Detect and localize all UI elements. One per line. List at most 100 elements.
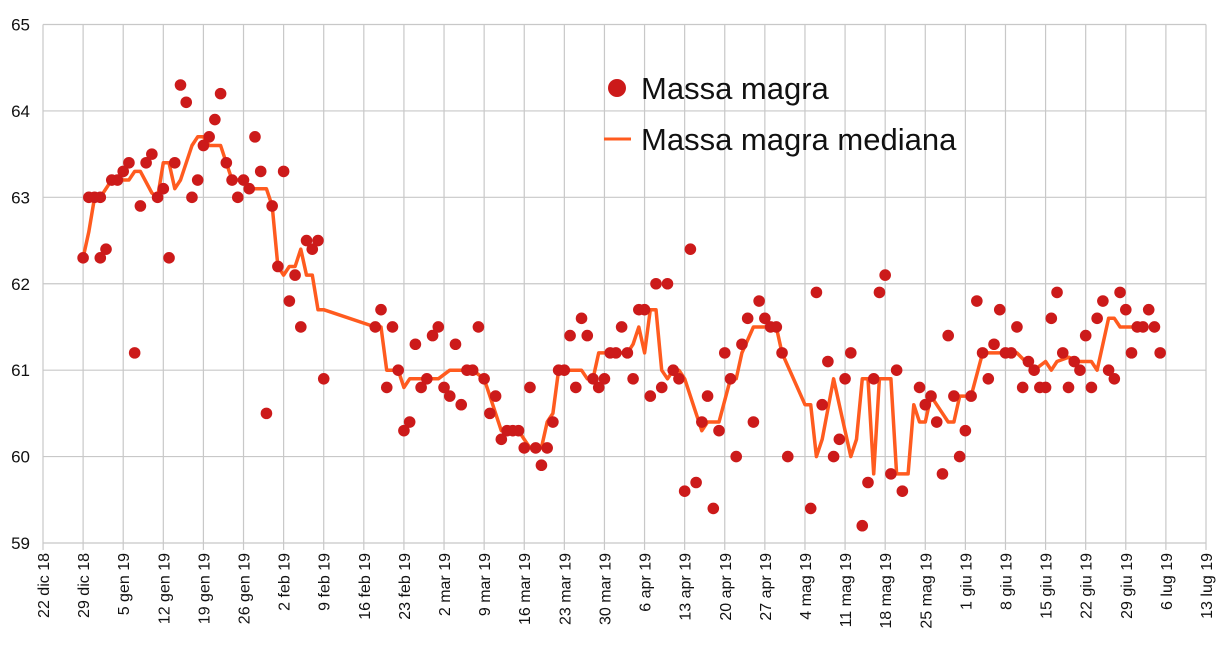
x-tick-label: 23 mar 19 xyxy=(557,553,574,625)
data-point xyxy=(844,347,857,359)
data-point xyxy=(312,234,324,247)
data-point xyxy=(254,165,267,178)
data-point xyxy=(117,165,130,178)
data-point xyxy=(168,156,181,169)
data-point xyxy=(1091,312,1103,325)
data-point xyxy=(163,252,175,264)
x-tick-label: 4 mag 19 xyxy=(798,553,815,620)
data-point xyxy=(1114,286,1126,299)
data-point xyxy=(661,277,674,290)
data-point xyxy=(180,96,193,109)
data-point xyxy=(226,174,238,186)
data-point xyxy=(988,338,1000,351)
data-point xyxy=(369,321,382,333)
data-point xyxy=(592,381,605,394)
data-point xyxy=(993,303,1006,316)
data-point xyxy=(455,398,468,411)
data-point xyxy=(529,442,542,454)
data-point xyxy=(638,303,651,316)
data-point xyxy=(231,191,244,204)
data-point xyxy=(1022,355,1035,368)
x-tick-label: 11 mag 19 xyxy=(838,553,855,628)
data-point xyxy=(959,424,972,437)
data-point xyxy=(1137,321,1149,333)
data-point xyxy=(220,156,233,169)
data-point xyxy=(684,243,697,255)
data-point xyxy=(151,191,164,204)
data-point xyxy=(1016,381,1029,394)
data-point xyxy=(724,373,737,385)
data-point xyxy=(197,139,210,152)
data-point xyxy=(873,286,886,299)
data-point xyxy=(94,191,107,204)
x-tick-label: 22 dic 18 xyxy=(36,553,53,618)
data-point xyxy=(610,347,622,359)
x-tick-label: 9 mar 19 xyxy=(477,553,494,616)
data-point xyxy=(615,321,628,333)
data-point xyxy=(438,381,450,394)
data-point xyxy=(564,329,576,342)
data-point xyxy=(650,277,662,290)
data-point xyxy=(839,373,851,385)
data-point xyxy=(627,373,639,385)
legend-label-line: Massa magra mediana xyxy=(641,122,957,157)
data-point xyxy=(885,468,897,480)
x-tick-label: 13 lug 19 xyxy=(1199,553,1216,619)
data-point xyxy=(317,373,330,385)
y-tick-label: 60 xyxy=(11,448,30,467)
data-point xyxy=(810,286,823,299)
data-point xyxy=(730,450,743,463)
x-tick-label: 9 feb 19 xyxy=(317,553,334,611)
x-tick-label: 16 feb 19 xyxy=(357,553,374,620)
data-point xyxy=(655,381,668,394)
data-point xyxy=(191,174,204,186)
data-point xyxy=(713,424,725,437)
data-point xyxy=(696,416,708,428)
data-point xyxy=(598,373,611,385)
data-point xyxy=(277,165,290,178)
data-point xyxy=(816,398,828,411)
data-point xyxy=(736,338,748,351)
data-point xyxy=(1154,347,1166,359)
data-point xyxy=(890,364,903,376)
data-point xyxy=(707,502,720,515)
data-point xyxy=(249,131,261,143)
x-tick-label: 2 feb 19 xyxy=(277,553,294,611)
data-point xyxy=(283,295,296,307)
data-point xyxy=(1068,355,1081,368)
data-point xyxy=(1074,364,1086,376)
data-point xyxy=(822,355,834,368)
data-point xyxy=(421,373,433,385)
legend-label-scatter: Massa magra xyxy=(641,71,830,106)
y-tick-label: 65 xyxy=(11,16,30,35)
data-point xyxy=(971,295,983,307)
data-point xyxy=(392,364,405,376)
data-point xyxy=(1011,321,1023,333)
data-point xyxy=(644,390,657,402)
data-point xyxy=(1085,381,1098,394)
x-tick-label: 29 giu 19 xyxy=(1119,553,1136,619)
data-point xyxy=(415,381,427,394)
x-tick-label: 1 giu 19 xyxy=(958,553,975,610)
data-point xyxy=(134,200,147,212)
y-tick-label: 61 xyxy=(11,361,30,380)
data-point xyxy=(272,260,284,273)
data-point xyxy=(667,364,679,376)
x-tick-label: 30 mar 19 xyxy=(597,553,614,625)
x-tick-label: 29 dic 18 xyxy=(76,553,93,618)
data-point xyxy=(1097,295,1109,307)
data-point xyxy=(380,381,393,394)
data-point xyxy=(948,390,960,402)
data-point xyxy=(535,459,548,472)
data-point xyxy=(759,312,771,325)
data-point xyxy=(289,269,301,281)
legend-dot-swatch xyxy=(608,79,626,97)
legend: Massa magra Massa magra mediana xyxy=(604,71,957,157)
x-tick-label: 18 mag 19 xyxy=(878,553,895,629)
data-point xyxy=(953,450,966,463)
data-point xyxy=(804,502,817,515)
data-point xyxy=(833,433,846,446)
data-point xyxy=(209,113,221,126)
data-point xyxy=(1056,347,1069,359)
